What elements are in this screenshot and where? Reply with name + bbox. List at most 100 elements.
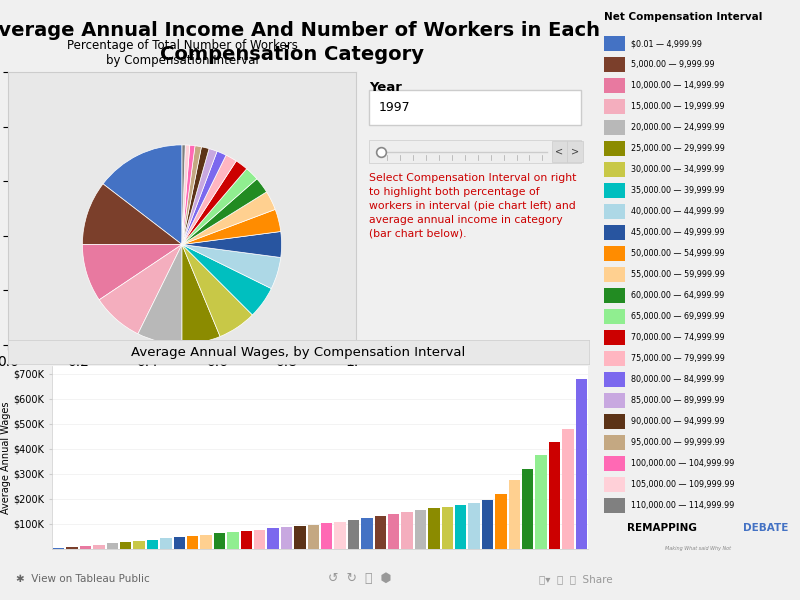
Bar — [53, 548, 64, 549]
Bar — [227, 532, 238, 549]
Bar — [535, 455, 546, 549]
Bar — [495, 494, 506, 549]
Bar — [604, 57, 625, 73]
Wedge shape — [182, 245, 271, 315]
Bar — [604, 246, 625, 262]
Bar — [374, 517, 386, 549]
Bar — [455, 505, 466, 549]
Bar — [388, 514, 399, 549]
Wedge shape — [82, 244, 182, 300]
Bar — [214, 533, 225, 549]
Text: Average Annual Wages, by Compensation Interval: Average Annual Wages, by Compensation In… — [131, 346, 466, 359]
Text: REMAPPING: REMAPPING — [626, 523, 697, 533]
Bar — [604, 351, 625, 367]
Bar — [604, 36, 625, 52]
Bar — [362, 518, 373, 549]
Bar — [348, 520, 359, 549]
Wedge shape — [182, 232, 282, 257]
Text: 110,000.00 — 114,999.99: 110,000.00 — 114,999.99 — [630, 501, 734, 510]
Bar — [604, 99, 625, 115]
Text: 100,000.00 — 104,999.99: 100,000.00 — 104,999.99 — [630, 459, 734, 468]
Text: 60,000.00 — 64,999.99: 60,000.00 — 64,999.99 — [630, 291, 724, 300]
Bar — [604, 456, 625, 472]
Bar — [482, 500, 493, 549]
Bar — [604, 204, 625, 220]
Text: 35,000.00 — 39,999.99: 35,000.00 — 39,999.99 — [630, 186, 724, 195]
Bar — [604, 372, 625, 388]
Text: 65,000.00 — 69,999.99: 65,000.00 — 69,999.99 — [630, 312, 724, 321]
Text: 45,000.00 — 49,999.99: 45,000.00 — 49,999.99 — [630, 228, 724, 237]
Text: 75,000.00 — 79,999.99: 75,000.00 — 79,999.99 — [630, 354, 725, 363]
Wedge shape — [182, 192, 275, 245]
Wedge shape — [182, 147, 209, 245]
Bar — [604, 120, 625, 136]
Wedge shape — [103, 145, 182, 245]
Bar — [106, 544, 118, 549]
Text: Year: Year — [369, 81, 402, 94]
Text: 95,000.00 — 99,999.99: 95,000.00 — 99,999.99 — [630, 438, 725, 447]
Text: ⬜▾  ⬜  ⛗  Share: ⬜▾ ⬜ ⛗ Share — [539, 574, 613, 584]
Bar — [604, 435, 625, 451]
FancyBboxPatch shape — [551, 140, 567, 162]
Wedge shape — [182, 151, 226, 245]
Bar — [604, 309, 625, 325]
Text: <: < — [555, 146, 563, 156]
Bar — [522, 469, 534, 549]
Text: 55,000.00 — 59,999.99: 55,000.00 — 59,999.99 — [630, 270, 725, 279]
Text: 20,000.00 — 24,999.99: 20,000.00 — 24,999.99 — [630, 123, 724, 132]
Bar — [604, 414, 625, 430]
Wedge shape — [138, 245, 182, 344]
Bar — [147, 539, 158, 549]
Bar — [428, 508, 439, 549]
Bar — [281, 527, 292, 549]
Text: Compensation Category: Compensation Category — [160, 45, 424, 64]
Bar — [604, 477, 625, 493]
Bar — [604, 162, 625, 178]
Bar — [174, 537, 185, 549]
Bar — [604, 141, 625, 157]
Bar — [576, 379, 587, 549]
Bar — [94, 545, 105, 549]
Text: 1997: 1997 — [378, 101, 410, 114]
Bar — [80, 546, 91, 549]
Bar — [562, 428, 574, 549]
Bar — [187, 536, 198, 549]
Wedge shape — [182, 161, 246, 245]
Bar — [604, 288, 625, 304]
Wedge shape — [182, 245, 281, 289]
Bar — [308, 524, 319, 549]
Text: >: > — [571, 146, 579, 156]
Wedge shape — [182, 179, 266, 245]
Bar — [604, 330, 625, 346]
Text: 10,000.00 — 14,999.99: 10,000.00 — 14,999.99 — [630, 81, 724, 90]
Text: $0.01 — 4,999.99: $0.01 — 4,999.99 — [630, 39, 702, 48]
Title: Percentage of Total Number of Workers
by Compensation Interval: Percentage of Total Number of Workers by… — [66, 38, 298, 67]
Bar — [120, 542, 131, 549]
Bar — [321, 523, 332, 549]
Text: 40,000.00 — 44,999.99: 40,000.00 — 44,999.99 — [630, 207, 724, 216]
Text: 50,000.00 — 54,999.99: 50,000.00 — 54,999.99 — [630, 249, 724, 258]
Text: 90,000.00 — 94,999.99: 90,000.00 — 94,999.99 — [630, 417, 724, 426]
Wedge shape — [82, 184, 182, 245]
Bar — [509, 480, 520, 549]
Bar — [134, 541, 145, 549]
Text: 15,000.00 — 19,999.99: 15,000.00 — 19,999.99 — [630, 102, 724, 111]
FancyBboxPatch shape — [369, 140, 581, 163]
Bar — [241, 531, 252, 549]
Bar — [469, 503, 480, 549]
Y-axis label: Average Annual Wages: Average Annual Wages — [1, 401, 10, 514]
Text: 5,000.00 — 9,999.99: 5,000.00 — 9,999.99 — [630, 60, 714, 69]
Bar — [604, 267, 625, 283]
Wedge shape — [182, 145, 190, 245]
Bar — [254, 530, 266, 549]
Text: 105,000.00 — 109,999.99: 105,000.00 — 109,999.99 — [630, 480, 734, 489]
FancyBboxPatch shape — [567, 140, 583, 162]
Wedge shape — [182, 209, 281, 245]
Text: 80,000.00 — 84,999.99: 80,000.00 — 84,999.99 — [630, 375, 724, 384]
Wedge shape — [182, 145, 195, 245]
Bar — [604, 498, 625, 514]
Text: 70,000.00 — 74,999.99: 70,000.00 — 74,999.99 — [630, 333, 724, 342]
Wedge shape — [182, 149, 217, 245]
Bar — [604, 78, 625, 94]
Text: ✱  View on Tableau Public: ✱ View on Tableau Public — [16, 574, 150, 584]
